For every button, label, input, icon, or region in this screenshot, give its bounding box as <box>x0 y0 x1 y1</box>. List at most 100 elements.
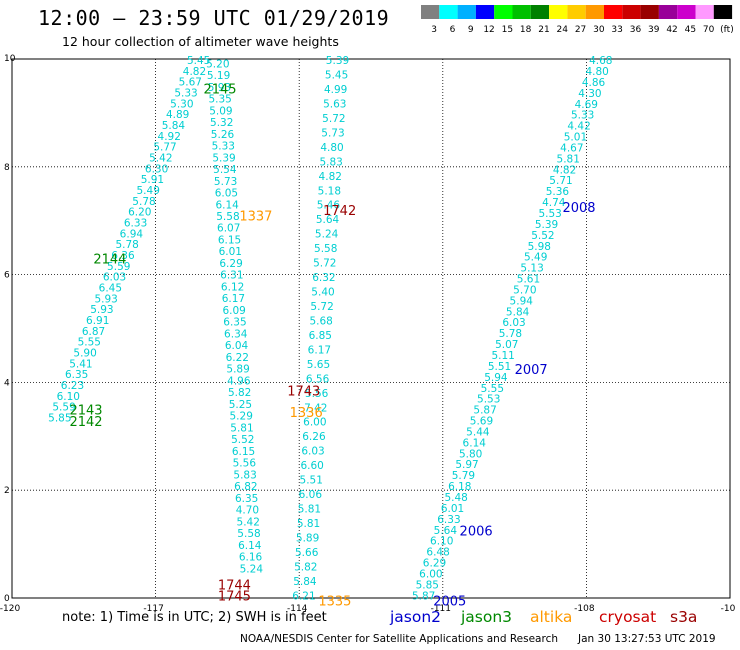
wave-height-value: 5.67 <box>179 77 202 89</box>
wave-height-value: 6.15 <box>232 446 255 458</box>
wave-height-value: 4.67 <box>560 142 583 154</box>
wave-height-value: 6.10 <box>57 391 80 403</box>
y-tick-label: 0 <box>4 594 10 604</box>
chart-subtitle: 12 hour collection of altimeter wave hei… <box>62 34 339 49</box>
wave-height-value: 5.39 <box>326 55 349 67</box>
wave-height-value: 5.49 <box>137 185 160 197</box>
wave-height-value: 7.42 <box>304 402 327 414</box>
wave-height-value: 4.82 <box>183 66 206 78</box>
wave-height-value: 6.87 <box>82 326 105 338</box>
wave-height-value: 5.84 <box>162 120 186 132</box>
colorbar-swatch-4 <box>494 5 513 19</box>
x-tick-label: -120 <box>0 604 20 614</box>
wave-height-value: 6.60 <box>300 460 323 472</box>
wave-height-value: 6.91 <box>86 315 109 327</box>
wave-height-value: 6.22 <box>226 352 249 364</box>
wave-height-value: 5.73 <box>214 176 237 188</box>
colorbar-swatch-7 <box>549 5 568 19</box>
wave-height-value: 6.29 <box>219 258 242 270</box>
wave-height-value: 5.83 <box>233 469 256 481</box>
wave-height-value: 5.45 <box>187 55 210 67</box>
wave-height-value: 6.00 <box>419 568 442 580</box>
wave-height-value: 5.52 <box>231 434 254 446</box>
wave-height-value: 6.21 <box>292 590 315 602</box>
pass-id-label: 2007 <box>515 363 548 378</box>
wave-height-value: 5.59 <box>107 261 130 273</box>
wave-height-value: 5.25 <box>229 399 252 411</box>
wave-height-value: 6.05 <box>215 188 238 200</box>
wave-height-value: 5.33 <box>212 141 235 153</box>
wave-height-value: 6.03 <box>502 317 525 329</box>
y-tick-label: 6 <box>4 271 10 281</box>
wave-height-value: 5.73 <box>321 127 344 139</box>
wave-height-value: 5.20 <box>206 58 229 70</box>
wave-height-value: 5.69 <box>470 416 493 428</box>
wave-height-value: 6.35 <box>223 317 246 329</box>
wave-height-value: 5.82 <box>294 561 317 573</box>
wave-height-value: 5.84 <box>293 576 317 588</box>
colorbar-swatch-8 <box>567 5 586 19</box>
wave-height-value: 5.51 <box>300 475 323 487</box>
wave-height-value: 5.56 <box>305 388 329 400</box>
pass-id-label: 2142 <box>69 415 102 430</box>
wave-height-value: 5.84 <box>506 306 530 318</box>
wave-height-value: 5.19 <box>207 70 230 82</box>
colorbar-swatch-13 <box>658 5 678 19</box>
wave-height-value: 5.39 <box>212 152 235 164</box>
wave-height-value: 5.36 <box>546 186 570 198</box>
wave-height-value: 6.14 <box>215 199 239 211</box>
wave-height-value: 5.91 <box>141 174 164 186</box>
wave-height-value: 6.85 <box>309 330 332 342</box>
wave-height-value: 6.03 <box>301 446 324 458</box>
pass-id-label: 1744 <box>218 579 251 594</box>
colorbar-swatch-9 <box>585 5 604 19</box>
wave-height-value: 5.87 <box>412 590 435 602</box>
wave-height-value: 5.58 <box>216 211 239 223</box>
wave-height-value: 5.01 <box>564 132 587 144</box>
wave-height-value: 4.99 <box>324 84 347 96</box>
wave-height-value: 5.53 <box>538 208 561 220</box>
colorbar-label: (ft) <box>720 25 733 35</box>
wave-height-value: 5.49 <box>524 252 547 264</box>
colorbar-label: 3 <box>431 25 437 35</box>
wave-height-value: 5.61 <box>517 274 540 286</box>
wave-height-value: 4.80 <box>585 66 608 78</box>
y-tick-label: 4 <box>4 378 10 388</box>
colorbar-label: 36 <box>630 25 642 35</box>
wave-height-value: 5.33 <box>571 110 594 122</box>
wave-height-value: 6.56 <box>306 373 330 385</box>
x-tick-label: -108 <box>574 604 595 614</box>
wave-height-value: 5.93 <box>90 304 113 316</box>
satellite-legend-jason3: jason3 <box>461 608 513 626</box>
wave-height-value: 5.46 <box>317 200 341 212</box>
wave-height-value: 4.86 <box>582 77 606 89</box>
wave-height-value: 5.30 <box>170 98 193 110</box>
wave-height-value: 5.79 <box>452 470 475 482</box>
wave-height-value: 4.82 <box>553 164 576 176</box>
pass-id-label: 2006 <box>460 525 493 540</box>
wave-height-value: 5.72 <box>322 113 345 125</box>
wave-height-value: 5.81 <box>297 518 320 530</box>
wave-height-value: 6.10 <box>430 536 453 548</box>
colorbar-swatch-1 <box>439 5 458 19</box>
wave-height-value: 6.34 <box>224 328 248 340</box>
colorbar-label: 6 <box>450 25 456 35</box>
wave-height-value: 5.85 <box>416 579 439 591</box>
wave-height-value: 5.83 <box>319 156 342 168</box>
wave-height-value: 5.64 <box>316 214 340 226</box>
wave-height-value: 5.59 <box>52 402 75 414</box>
wave-height-value: 6.35 <box>235 493 258 505</box>
wave-height-value: 6.16 <box>239 552 263 564</box>
wave-height-value: 6.17 <box>222 293 245 305</box>
wave-height-value: 5.24 <box>315 229 339 241</box>
wave-height-value: 5.98 <box>528 241 551 253</box>
wave-height-value: 5.90 <box>73 347 96 359</box>
wave-height-value: 5.35 <box>208 94 231 106</box>
wave-height-value: 5.11 <box>491 350 514 362</box>
wave-height-value: 5.29 <box>230 411 253 423</box>
pass-id-label: 2143 <box>69 403 102 418</box>
wave-height-value: 5.85 <box>48 412 71 424</box>
wave-height-value: 5.18 <box>318 185 341 197</box>
wave-height-value: 5.87 <box>473 405 496 417</box>
y-tick-label: 10 <box>4 54 16 64</box>
